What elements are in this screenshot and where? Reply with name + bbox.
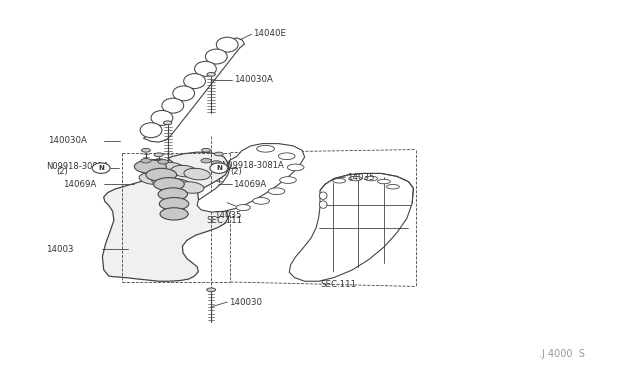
Ellipse shape	[205, 49, 227, 64]
Text: (2): (2)	[56, 167, 68, 176]
Ellipse shape	[154, 177, 184, 190]
Ellipse shape	[319, 201, 327, 208]
Polygon shape	[289, 173, 413, 281]
Ellipse shape	[173, 86, 195, 101]
Text: 14035: 14035	[214, 211, 242, 220]
Text: 140030: 140030	[229, 298, 262, 307]
Ellipse shape	[141, 158, 151, 163]
Ellipse shape	[177, 182, 204, 193]
Ellipse shape	[236, 205, 250, 211]
Text: SEC.111: SEC.111	[320, 280, 356, 289]
Polygon shape	[197, 144, 305, 212]
Ellipse shape	[158, 160, 168, 164]
Circle shape	[92, 163, 110, 173]
Text: .J 4000  S: .J 4000 S	[539, 349, 585, 359]
Ellipse shape	[214, 152, 223, 156]
Ellipse shape	[151, 110, 173, 125]
Text: SEC.111: SEC.111	[206, 217, 242, 225]
Ellipse shape	[152, 176, 179, 187]
Ellipse shape	[202, 148, 211, 152]
Ellipse shape	[134, 160, 166, 173]
Ellipse shape	[211, 161, 221, 165]
Ellipse shape	[139, 173, 166, 184]
Polygon shape	[143, 38, 244, 142]
Ellipse shape	[253, 198, 269, 204]
Ellipse shape	[287, 164, 304, 171]
Ellipse shape	[164, 121, 172, 125]
Ellipse shape	[387, 185, 399, 189]
Ellipse shape	[319, 192, 327, 199]
Ellipse shape	[216, 37, 238, 52]
Text: 140030A: 140030A	[48, 137, 87, 145]
Text: 14069A: 14069A	[233, 180, 266, 189]
Circle shape	[210, 163, 228, 173]
Ellipse shape	[268, 188, 285, 195]
Ellipse shape	[365, 176, 378, 181]
Text: 14040E: 14040E	[253, 29, 286, 38]
Text: N09918-3081A: N09918-3081A	[221, 161, 284, 170]
Ellipse shape	[154, 153, 163, 157]
Text: 140030A: 140030A	[234, 75, 273, 84]
Text: N: N	[98, 165, 104, 171]
Text: N09918-3081A: N09918-3081A	[46, 162, 109, 171]
Ellipse shape	[158, 163, 185, 174]
Ellipse shape	[333, 179, 346, 183]
Ellipse shape	[257, 145, 275, 152]
Ellipse shape	[207, 288, 216, 292]
Polygon shape	[102, 152, 228, 281]
Ellipse shape	[195, 61, 216, 76]
Ellipse shape	[162, 98, 184, 113]
Text: 14003: 14003	[46, 245, 74, 254]
Ellipse shape	[184, 169, 211, 180]
Ellipse shape	[184, 74, 205, 89]
Ellipse shape	[158, 188, 188, 201]
Ellipse shape	[145, 160, 172, 171]
Ellipse shape	[171, 166, 198, 177]
Ellipse shape	[349, 176, 362, 181]
Text: N: N	[216, 165, 222, 171]
Ellipse shape	[280, 177, 296, 183]
Ellipse shape	[164, 179, 191, 190]
Text: (2): (2)	[230, 167, 242, 176]
Text: 14069A: 14069A	[63, 180, 96, 189]
Ellipse shape	[140, 123, 162, 138]
Ellipse shape	[146, 168, 177, 182]
Ellipse shape	[278, 153, 295, 160]
Ellipse shape	[201, 158, 211, 163]
Ellipse shape	[160, 208, 188, 220]
Ellipse shape	[141, 148, 150, 152]
Ellipse shape	[159, 198, 189, 210]
Ellipse shape	[378, 179, 390, 184]
Ellipse shape	[207, 73, 215, 76]
Text: 14035: 14035	[347, 173, 374, 182]
